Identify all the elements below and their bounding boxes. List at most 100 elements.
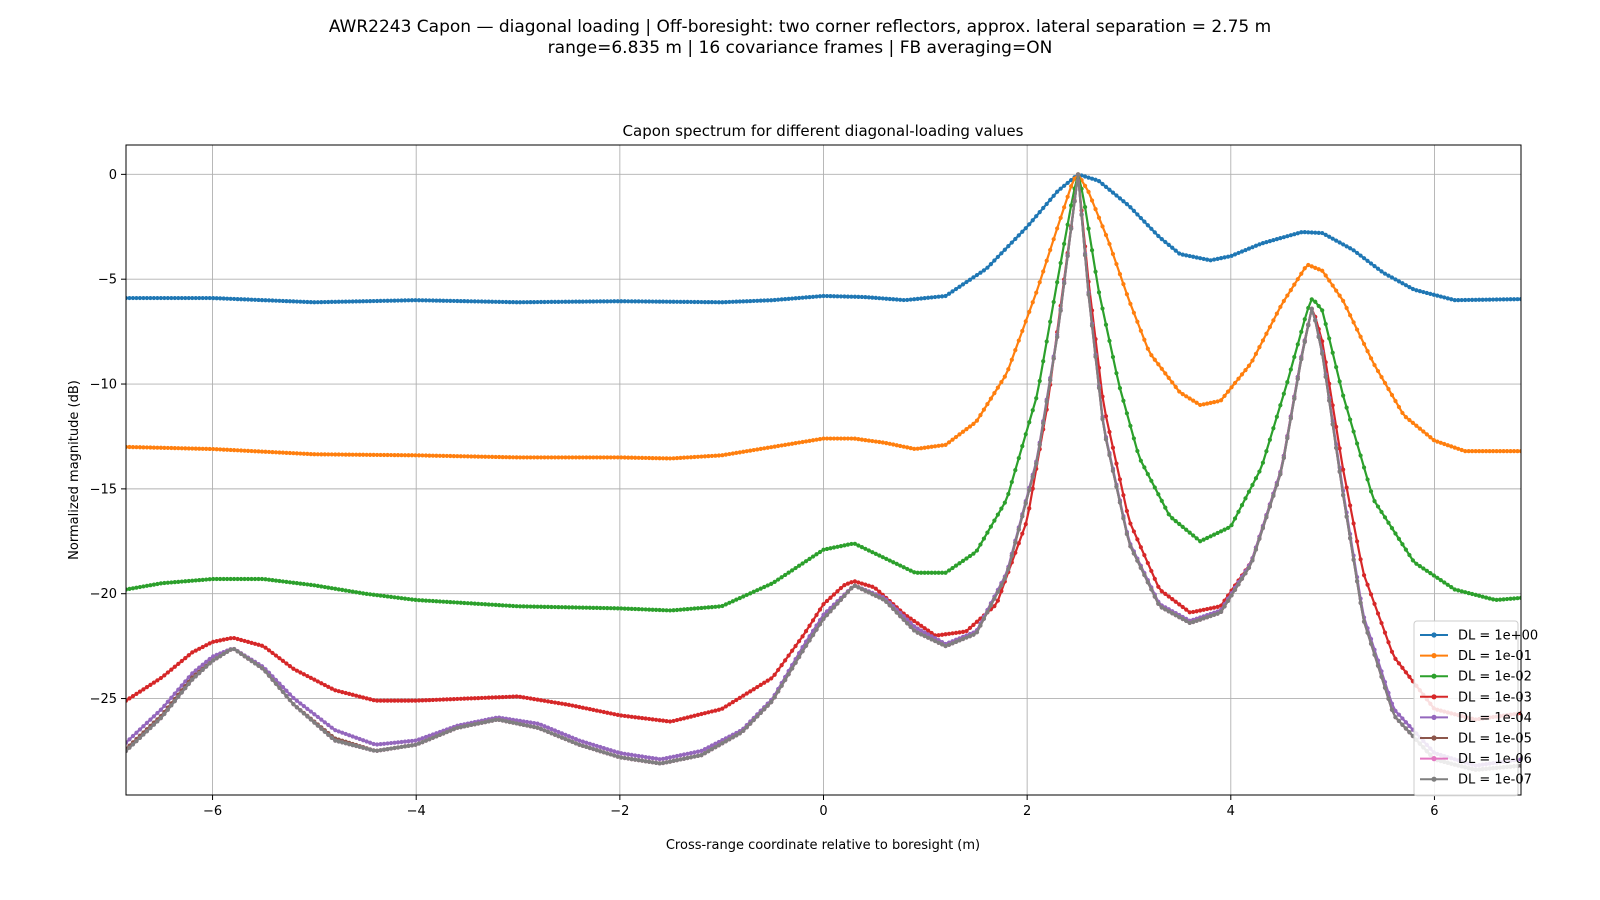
- series-marker: [204, 577, 209, 582]
- series-marker: [427, 737, 432, 742]
- series-marker: [584, 455, 589, 460]
- series-marker: [1128, 521, 1133, 526]
- series-marker: [423, 734, 429, 740]
- series-marker: [709, 709, 715, 714]
- series-marker: [1494, 449, 1499, 454]
- series-marker: [1184, 618, 1189, 624]
- series-marker: [500, 455, 505, 460]
- series-marker: [884, 556, 889, 561]
- series-marker: [511, 603, 516, 609]
- series-marker: [1264, 449, 1269, 454]
- series-marker: [1494, 297, 1499, 302]
- series-marker: [584, 299, 589, 304]
- series-marker: [444, 729, 449, 735]
- series-marker: [1037, 280, 1042, 285]
- series-marker: [420, 740, 425, 745]
- series-marker: [1281, 235, 1286, 240]
- series-marker: [242, 576, 247, 582]
- series-marker: [803, 643, 809, 648]
- series-marker: [1246, 363, 1252, 368]
- series-marker: [1382, 630, 1388, 635]
- series-marker: [849, 586, 854, 591]
- series-marker: [636, 607, 641, 612]
- series-marker: [1302, 339, 1307, 344]
- series-marker: [472, 601, 477, 606]
- series-marker: [664, 608, 669, 613]
- series-marker: [741, 594, 746, 599]
- series-marker: [995, 512, 1000, 517]
- series-marker: [1396, 404, 1402, 410]
- series-marker: [783, 658, 788, 663]
- series-marker: [1407, 674, 1412, 679]
- series-marker: [388, 698, 394, 703]
- series-marker: [1117, 196, 1123, 201]
- series-marker: [521, 722, 526, 727]
- series-marker: [706, 710, 711, 715]
- series-marker: [535, 721, 540, 726]
- series-marker: [507, 603, 512, 608]
- series-marker: [960, 558, 966, 563]
- series-marker: [636, 299, 641, 304]
- y-axis: 0−5−10−15−20−25: [90, 168, 126, 707]
- series-marker: [1330, 422, 1335, 427]
- series-marker: [563, 605, 568, 610]
- series-marker: [828, 595, 833, 600]
- series-marker: [542, 724, 547, 729]
- series-marker: [364, 739, 369, 744]
- series-marker: [870, 584, 875, 589]
- series-marker: [967, 553, 973, 559]
- series-marker: [1152, 576, 1157, 581]
- series-marker: [835, 589, 840, 594]
- series-marker: [1351, 320, 1356, 325]
- series-marker: [1354, 441, 1360, 446]
- series-marker: [197, 446, 202, 451]
- series-marker: [549, 299, 554, 305]
- series-marker: [259, 576, 265, 582]
- series-marker: [1337, 469, 1342, 474]
- series-marker: [1184, 394, 1189, 399]
- series-marker: [183, 686, 188, 691]
- series-marker: [1445, 443, 1450, 448]
- series-marker: [1334, 424, 1339, 429]
- series-marker: [486, 719, 491, 724]
- series-marker: [427, 598, 432, 603]
- series-marker: [155, 295, 160, 301]
- series-marker: [511, 300, 516, 305]
- series-marker: [368, 592, 373, 597]
- series-marker: [723, 736, 728, 741]
- series-marker: [444, 697, 449, 702]
- series-marker: [493, 602, 498, 608]
- series-marker: [375, 298, 380, 304]
- legend-label: DL = 1e-06: [1458, 752, 1532, 767]
- series-marker: [1491, 597, 1496, 602]
- y-tick-label: −20: [90, 587, 117, 602]
- series-marker: [343, 690, 348, 696]
- series-marker: [922, 296, 927, 301]
- series-marker: [1229, 523, 1234, 528]
- series-marker: [1463, 297, 1468, 303]
- series-marker: [214, 296, 219, 301]
- series-marker: [619, 751, 624, 756]
- series-marker: [1163, 505, 1168, 510]
- series-marker: [730, 700, 735, 705]
- series-marker: [1152, 485, 1157, 490]
- series-marker: [842, 593, 847, 598]
- series-0: [126, 172, 1521, 305]
- series-marker: [1253, 547, 1259, 552]
- series-marker: [1341, 393, 1346, 398]
- series-marker: [402, 698, 408, 703]
- series-marker: [755, 298, 760, 303]
- series-marker: [1100, 416, 1105, 422]
- series-marker: [1142, 337, 1147, 342]
- series-marker: [946, 642, 952, 647]
- series-marker: [409, 298, 415, 303]
- series-marker: [622, 755, 627, 761]
- series-marker: [434, 731, 439, 736]
- series-marker: [315, 679, 320, 684]
- series-marker: [702, 299, 708, 305]
- series-marker: [1337, 293, 1342, 298]
- series-marker: [287, 697, 293, 703]
- series-marker: [824, 612, 830, 618]
- series-marker: [1515, 449, 1520, 454]
- series-marker: [1250, 482, 1255, 488]
